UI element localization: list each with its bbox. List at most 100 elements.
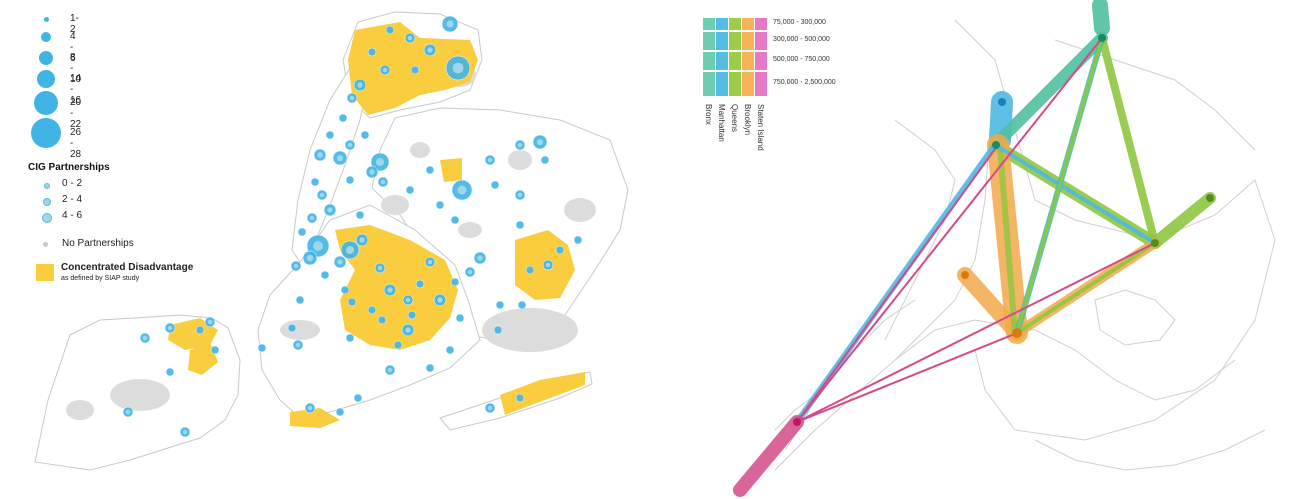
size-legend-label: 4 - 6: [70, 31, 76, 64]
cig-legend-dot: [44, 183, 50, 189]
cig-partnership-dot: [517, 192, 523, 198]
partnership-circles: [122, 15, 583, 438]
flow-legend-borough-label: Staten Island: [756, 104, 765, 151]
node-queens-east: [1206, 194, 1214, 202]
flow-legend-borough-label: Manhattan: [717, 104, 726, 142]
cig-partnership-dot: [452, 62, 464, 74]
cig-partnership-dot: [375, 157, 385, 167]
partnership-circle: [345, 333, 355, 343]
flow-brooklyn-west: [957, 267, 1025, 341]
disadvantage-subtitle: as defined by SIAP study: [61, 275, 140, 282]
cig-partnership-dot: [387, 367, 393, 373]
partnership-circle: [540, 155, 550, 165]
partnership-circle: [435, 200, 445, 210]
cig-partnership-dot: [345, 245, 355, 255]
partnership-circle: [195, 325, 205, 335]
partnership-circle: [525, 265, 535, 275]
partnership-circle: [407, 310, 417, 320]
partnership-circle: [295, 295, 305, 305]
cig-legend-label: 4 - 6: [62, 210, 83, 221]
partnership-circle: [515, 220, 525, 230]
cig-partnership-dot: [182, 429, 188, 435]
partnership-circle: [493, 325, 503, 335]
node-manhattan: [998, 98, 1006, 106]
cig-partnership-dot: [487, 157, 493, 163]
flow-legend-cell: [755, 18, 767, 30]
disadvantage-swatch: [36, 264, 54, 281]
cig-partnership-dot: [536, 138, 544, 146]
cig-partnership-dot: [382, 67, 388, 73]
flow-legend-cell: [703, 32, 715, 50]
cig-partnership-dot: [427, 259, 433, 265]
cig-partnership-dot: [545, 262, 551, 268]
node-manhattan-south: [992, 141, 1000, 149]
node-queens: [1151, 239, 1159, 247]
flow-legend-cell: [703, 18, 715, 30]
cig-partnership-dot: [467, 269, 473, 275]
cig-partnership-dot: [349, 95, 355, 101]
cig-partnership-dot: [427, 47, 433, 53]
flow-staten-island-thick: [733, 415, 804, 497]
flow-legend-cell: [755, 52, 767, 70]
flow-legend-cell: [703, 52, 715, 70]
size-legend-circle: [34, 91, 58, 115]
partnership-circle: [450, 215, 460, 225]
partnership-circle: [425, 363, 435, 373]
partnership-circle: [377, 315, 387, 325]
flow-queens-brooklyn-2: [1015, 241, 1157, 335]
cig-partnership-dot: [387, 287, 393, 293]
partnership-circle: [445, 345, 455, 355]
cig-partnership-dot: [407, 35, 413, 41]
flow-legend-cell: [742, 18, 754, 30]
flow-si-manhattan-2: [796, 144, 999, 423]
no-partnerships-label: No Partnerships: [62, 238, 134, 249]
flow-bronx-queens-2: [1015, 36, 1104, 335]
cig-partnership-dot: [405, 327, 411, 333]
cig-partnership-dot: [487, 405, 493, 411]
partnership-circle: [490, 180, 500, 190]
partnership-circle: [338, 113, 348, 123]
flow-legend-range-label: 75,000 - 300,000: [773, 19, 826, 26]
cig-legend-dot: [43, 198, 51, 206]
disadvantage-title: Concentrated Disadvantage: [61, 262, 194, 273]
cig-partnership-dot: [306, 254, 314, 262]
flow-legend-cell: [729, 18, 741, 30]
partnership-circle: [325, 130, 335, 140]
cig-partnership-dot: [317, 152, 323, 158]
node-bronx: [1098, 34, 1106, 42]
partnership-circle: [555, 245, 565, 255]
cig-partnership-dot: [369, 169, 375, 175]
cig-legend-dot: [42, 213, 52, 223]
flow-lines: [733, 0, 1216, 497]
flow-queens-east: [1149, 192, 1216, 249]
size-legend-label: 26 - 28: [70, 127, 82, 160]
partnership-circle: [515, 393, 525, 403]
cig-partnership-dot: [437, 297, 443, 303]
partnership-circle: [210, 345, 220, 355]
partnership-circle: [257, 343, 267, 353]
partnership-circle: [340, 285, 350, 295]
node-brooklyn: [1012, 328, 1022, 338]
partnership-circle: [347, 297, 357, 307]
partnership-circle: [415, 279, 425, 289]
cig-partnership-dot: [293, 263, 299, 269]
cig-partnership-dot: [357, 82, 363, 88]
cig-partnership-dot: [347, 142, 353, 148]
partnership-circle: [455, 313, 465, 323]
cig-legend-row: 4 - 6: [28, 209, 110, 225]
partnership-circle: [297, 227, 307, 237]
partnership-circle: [425, 165, 435, 175]
cig-partnership-dot: [307, 405, 313, 411]
size-legend-circle: [41, 32, 51, 42]
partnership-circle: [573, 235, 583, 245]
size-legend-label: 1-2: [70, 13, 79, 35]
cig-legend-row: 2 - 4: [28, 193, 110, 209]
flow-manhattan-queens-2: [998, 146, 1157, 245]
partnership-circle: [385, 25, 395, 35]
cig-partnership-dot: [336, 154, 344, 162]
flow-queens-brooklyn-cross: [997, 145, 1018, 336]
size-legend-circle: [37, 70, 55, 88]
partnership-circle: [367, 47, 377, 57]
flow-legend-cell: [755, 32, 767, 50]
partnership-circle: [410, 65, 420, 75]
